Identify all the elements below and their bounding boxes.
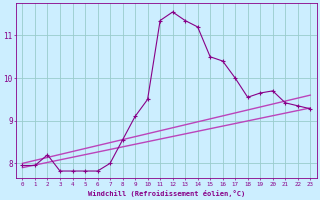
X-axis label: Windchill (Refroidissement éolien,°C): Windchill (Refroidissement éolien,°C) [88,190,245,197]
